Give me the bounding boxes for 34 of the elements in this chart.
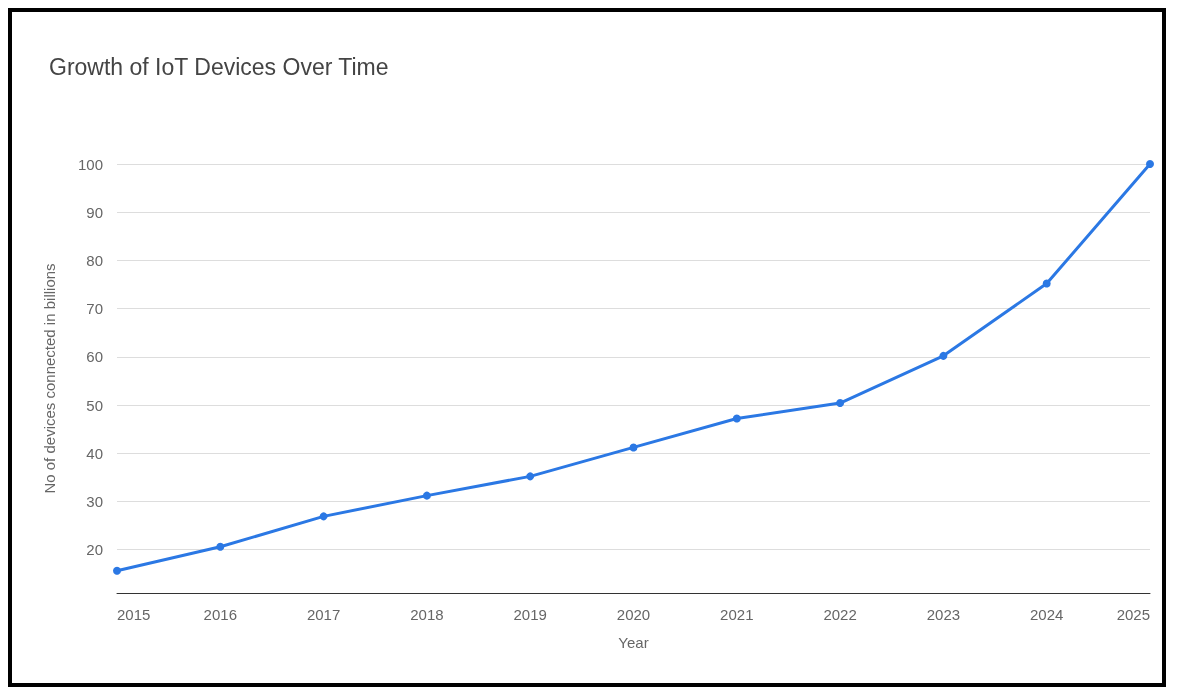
x-tick-label: 2023 bbox=[926, 606, 961, 623]
point bbox=[216, 542, 225, 551]
point bbox=[732, 414, 741, 423]
y-tick-label: 50 bbox=[86, 396, 103, 414]
x-axis-title: Year bbox=[618, 634, 649, 651]
point bbox=[319, 512, 328, 521]
x-tick-label: 2024 bbox=[1030, 606, 1064, 623]
point bbox=[939, 351, 948, 360]
y-tick-label: 100 bbox=[77, 155, 103, 173]
point bbox=[113, 566, 121, 575]
x-tick-label: 2018 bbox=[410, 606, 444, 623]
y-tick-label: 60 bbox=[86, 348, 103, 366]
y-tick-label: 70 bbox=[86, 300, 103, 318]
y-tick-label: 30 bbox=[86, 492, 103, 510]
y-tick-label: 80 bbox=[86, 251, 103, 269]
x-tick-label: 2022 bbox=[823, 606, 857, 623]
y-tick-label: 90 bbox=[86, 203, 103, 221]
x-tick-label: 2017 bbox=[306, 606, 341, 623]
y-axis-title: No of devices connected in billions bbox=[41, 263, 58, 494]
x-tick-label: 2019 bbox=[513, 606, 547, 623]
x-tick-label: 2016 bbox=[203, 606, 237, 623]
point bbox=[629, 443, 638, 452]
x-tick-label: 2021 bbox=[720, 606, 754, 623]
point bbox=[422, 491, 431, 500]
x-tick-label: 2025 bbox=[1116, 606, 1150, 623]
y-tick-label: 20 bbox=[86, 541, 103, 559]
x-tick-label: 2020 bbox=[616, 606, 651, 623]
point bbox=[1042, 279, 1051, 288]
point bbox=[836, 399, 845, 408]
point bbox=[1146, 160, 1154, 168]
x-tick-label: 2015 bbox=[117, 606, 151, 623]
point bbox=[526, 472, 535, 481]
chart-title: Growth of IoT Devices Over Time bbox=[49, 53, 389, 80]
y-tick-label: 40 bbox=[86, 444, 103, 462]
